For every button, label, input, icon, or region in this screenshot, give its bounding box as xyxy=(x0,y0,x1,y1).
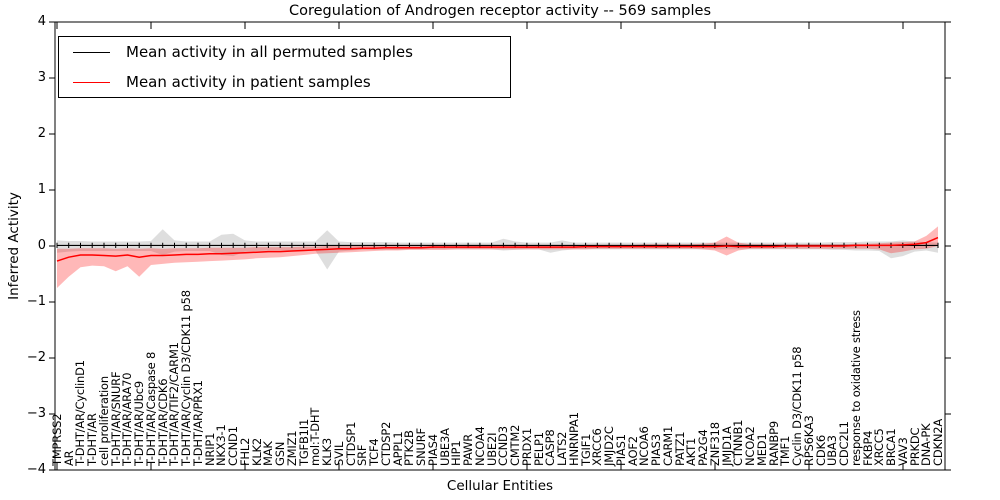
y-tick-label: −3 xyxy=(26,406,46,421)
x-category-label: CDKN2A xyxy=(931,418,945,466)
y-tick-label: 3 xyxy=(37,70,46,85)
y-tick-label: 4 xyxy=(37,14,46,29)
y-tick-label: 0 xyxy=(37,238,46,253)
y-tick-label: −2 xyxy=(26,350,46,365)
chart-title: Coregulation of Androgen receptor activi… xyxy=(288,3,712,19)
y-tick-label: −1 xyxy=(26,294,46,309)
permuted-line-sample xyxy=(73,51,110,53)
legend-label-permuted: Mean activity in all permuted samples xyxy=(126,43,413,61)
legend-label-patient: Mean activity in patient samples xyxy=(126,73,371,91)
legend: Mean activity in all permuted samples Me… xyxy=(58,36,511,98)
y-tick-label: −4 xyxy=(26,462,46,477)
legend-row-permuted: Mean activity in all permuted samples xyxy=(59,37,510,67)
patient-line-sample xyxy=(73,81,110,83)
patient-mean-line xyxy=(56,236,939,262)
legend-row-patient: Mean activity in patient samples xyxy=(59,67,510,97)
y-tick-label: 2 xyxy=(37,126,46,141)
patient-band xyxy=(57,226,938,288)
y-tick-label: 1 xyxy=(37,182,46,197)
permuted-band xyxy=(57,229,938,270)
x-axis-label: Cellular Entities xyxy=(446,478,554,494)
